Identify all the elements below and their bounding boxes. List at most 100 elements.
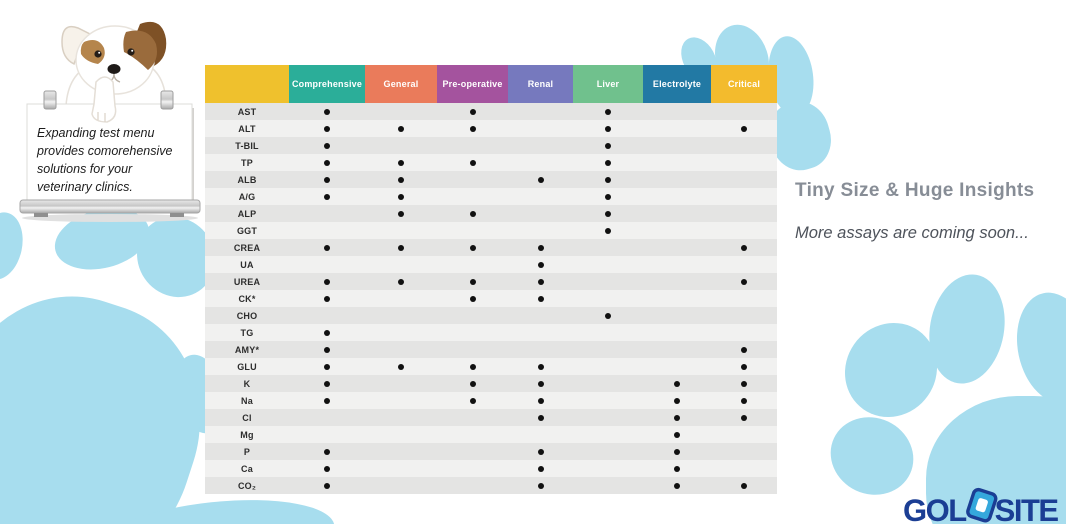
table-row: Ca	[205, 460, 777, 477]
mark-cell	[573, 239, 643, 256]
included-dot	[537, 363, 544, 370]
mark-cell	[437, 222, 508, 239]
test-name: ALB	[237, 174, 257, 185]
mark-cell	[508, 222, 573, 239]
table-row: AMY*	[205, 341, 777, 358]
mark-cell	[437, 120, 508, 137]
mark-cell	[289, 460, 365, 477]
included-dot	[324, 397, 330, 404]
dog-paw	[91, 76, 117, 123]
mark-cell	[643, 341, 711, 358]
mark-cell	[711, 154, 777, 171]
paw-toe	[1007, 285, 1066, 411]
included-dot	[537, 278, 544, 285]
included-dot	[537, 176, 544, 183]
mark-cell	[573, 341, 643, 358]
sign-caption: Expanding test menu provides comorehensi…	[37, 124, 202, 196]
mark-cell	[643, 222, 711, 239]
column-header-liver: Liver	[573, 65, 643, 103]
included-dot	[741, 125, 747, 132]
included-dot	[741, 346, 747, 353]
mark-cell	[573, 290, 643, 307]
test-name: UA	[240, 259, 254, 270]
included-dot	[469, 295, 476, 302]
mark-cell	[508, 239, 573, 256]
mark-cell	[643, 188, 711, 205]
mark-cell	[365, 188, 437, 205]
included-dot	[674, 431, 680, 438]
logo-text-prefix: GOL	[903, 492, 967, 524]
mark-cell	[437, 358, 508, 375]
puppy-photo	[19, 21, 201, 222]
included-dot	[605, 210, 611, 217]
mark-cell	[643, 273, 711, 290]
table-row: UREA	[205, 273, 777, 290]
mark-cell	[508, 171, 573, 188]
mark-cell	[643, 307, 711, 324]
included-dot	[741, 380, 747, 387]
mark-cell	[437, 188, 508, 205]
test-name: Na	[241, 395, 253, 406]
mark-cell	[643, 171, 711, 188]
mark-cell	[643, 239, 711, 256]
included-dot	[324, 176, 330, 183]
mark-cell	[643, 324, 711, 341]
included-dot	[469, 397, 476, 404]
included-dot	[741, 278, 747, 285]
test-name: CREA	[233, 242, 261, 253]
mark-cell	[437, 375, 508, 392]
mark-cell	[365, 273, 437, 290]
mark-cell	[508, 256, 573, 273]
mark-cell	[508, 477, 573, 494]
panel-table-body: AST ALT T-BIL TP ALB A/G ALP GGT CREA UA UREA CK* CH…	[205, 103, 777, 494]
sign-caption-line: solutions for your	[37, 162, 133, 176]
test-name: GGT	[236, 225, 258, 236]
included-dot	[537, 295, 544, 302]
included-dot	[398, 244, 404, 251]
mark-cell	[643, 426, 711, 443]
mark-cell	[289, 273, 365, 290]
mark-cell	[573, 205, 643, 222]
mark-cell	[711, 477, 777, 494]
mark-cell	[365, 443, 437, 460]
included-dot	[605, 108, 611, 115]
included-dot	[324, 125, 330, 132]
included-dot	[469, 363, 476, 370]
mark-cell	[289, 137, 365, 154]
mark-cell	[437, 392, 508, 409]
mark-cell	[437, 460, 508, 477]
mark-cell	[711, 239, 777, 256]
included-dot	[324, 244, 330, 251]
mark-cell	[643, 205, 711, 222]
mark-cell	[573, 154, 643, 171]
included-dot	[537, 465, 544, 472]
mark-cell	[289, 341, 365, 358]
test-name: GLU	[237, 361, 257, 372]
column-header-renal: Renal	[508, 65, 573, 103]
test-name: T-BIL	[235, 140, 259, 151]
included-dot	[398, 125, 404, 132]
mark-cell	[437, 477, 508, 494]
included-dot	[605, 227, 611, 234]
mark-cell	[573, 188, 643, 205]
mark-cell	[508, 290, 573, 307]
mark-cell	[711, 426, 777, 443]
column-header-general: General	[365, 65, 437, 103]
mark-cell	[365, 137, 437, 154]
mark-cell	[643, 460, 711, 477]
table-row: A/G	[205, 188, 777, 205]
mark-cell	[437, 273, 508, 290]
included-dot	[605, 176, 611, 183]
table-row: CHO	[205, 307, 777, 324]
test-name: Mg	[240, 429, 254, 440]
mark-cell	[289, 443, 365, 460]
mark-cell	[289, 222, 365, 239]
included-dot	[741, 244, 747, 251]
mark-cell	[643, 443, 711, 460]
table-row: K	[205, 375, 777, 392]
mark-cell	[573, 120, 643, 137]
mark-cell	[437, 341, 508, 358]
mark-cell	[437, 426, 508, 443]
mark-cell	[365, 307, 437, 324]
mark-cell	[365, 222, 437, 239]
